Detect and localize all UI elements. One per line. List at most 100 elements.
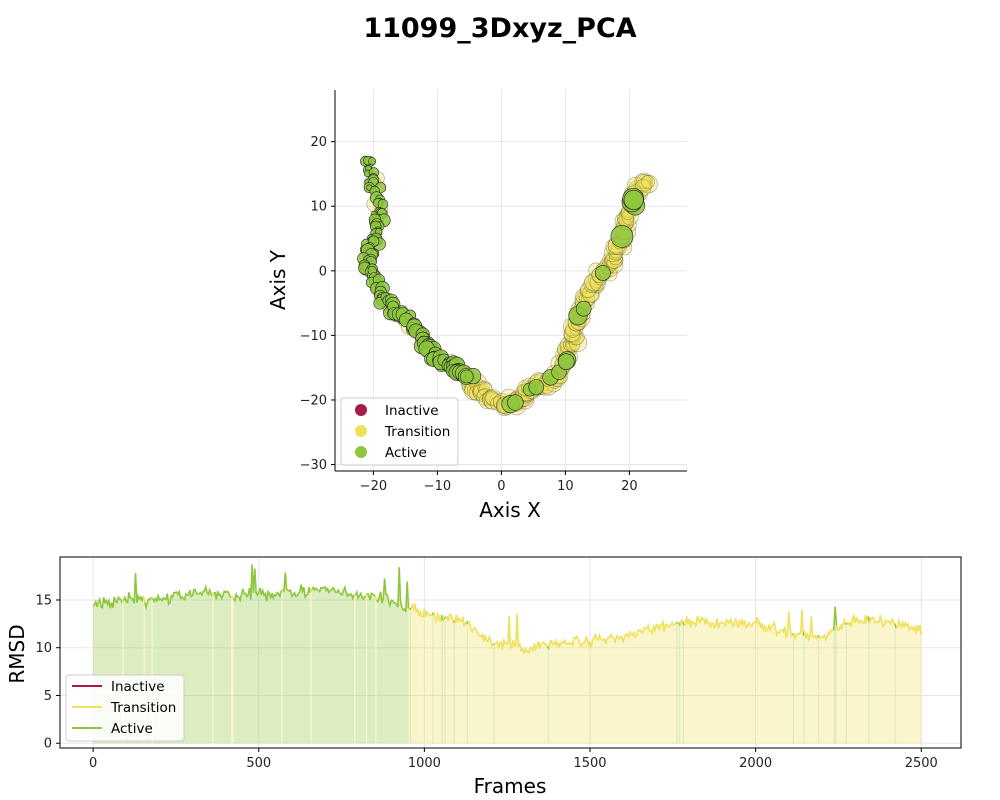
- rmsd-line-transition: [548, 619, 677, 650]
- scatter-legend-label-transition: Transition: [384, 424, 450, 440]
- rmsd-fill-active: [441, 615, 443, 744]
- rmsd-fill-active: [432, 612, 434, 744]
- rmsd-fill-transition: [819, 630, 834, 744]
- rmsd-x-tick-label: 1500: [573, 756, 606, 771]
- rmsd-fill-transition: [408, 608, 410, 744]
- rmsd-fill-active: [676, 622, 678, 744]
- rmsd-fill-transition: [366, 593, 368, 744]
- rmsd-line-transition: [407, 607, 411, 611]
- scatter-y-tick-label: −30: [300, 458, 327, 473]
- rmsd-line-active: [354, 589, 367, 601]
- scatter-point-active: [528, 379, 545, 395]
- scatter-x-tick-label: −10: [424, 479, 451, 494]
- rmsd-fill-transition: [804, 616, 818, 744]
- rmsd-fill-active: [845, 622, 847, 744]
- rmsd-y-tick-label: 0: [44, 737, 52, 752]
- rmsd-line-transition: [432, 611, 443, 624]
- rmsd-fill-transition: [433, 612, 442, 744]
- rmsd-legend-label-transition: Transition: [110, 700, 176, 716]
- rmsd-line-transition: [467, 620, 494, 648]
- scatter-point-active: [595, 264, 611, 281]
- scatter-x-tick-label: 10: [557, 479, 574, 494]
- scatter-points: [357, 155, 658, 417]
- rmsd-fill-active: [311, 586, 355, 744]
- rmsd-fill-transition: [230, 596, 234, 744]
- rmsd-fill-active: [493, 643, 495, 744]
- scatter-y-label: Axis Y: [266, 249, 290, 310]
- rmsd-frame: [59, 556, 962, 749]
- rmsd-fill-transition: [684, 611, 793, 744]
- rmsd-fill-transition: [445, 614, 454, 744]
- scatter-point-active: [575, 300, 592, 317]
- scatter-y-tick-label: 10: [310, 200, 327, 215]
- scatter-ticks: −20 −10 0 10 20 −30 −20 −10 0 10 20: [300, 135, 638, 494]
- rmsd-line-active: [894, 623, 897, 628]
- scatter-x-tick-label: 0: [497, 479, 505, 494]
- rmsd-legend: Inactive Transition Active: [65, 674, 185, 742]
- rmsd-line-transition: [793, 609, 805, 641]
- rmsd-fill-active: [282, 572, 311, 744]
- rmsd-fill-transition: [548, 621, 677, 744]
- rmsd-fill-active: [444, 616, 446, 744]
- rmsd-line-transition: [846, 613, 870, 627]
- scatter-point-active: [368, 157, 377, 166]
- rmsd-panel: 0 500 1000 1500 2000 2500 0 5 10 15 Frames RMSD I…: [5, 556, 962, 798]
- scatter-point-transition: [636, 173, 651, 189]
- rmsd-fill-transition: [411, 603, 433, 744]
- rmsd-fill-active: [213, 591, 231, 744]
- rmsd-x-label: Frames: [474, 774, 547, 798]
- rmsd-line-transition: [150, 596, 154, 600]
- rmsd-line-transition: [803, 616, 819, 642]
- scatter-x-label: Axis X: [479, 498, 541, 522]
- scatter-legend-label-active: Active: [385, 445, 427, 461]
- scatter-legend: Inactive Transition Active: [340, 397, 459, 466]
- rmsd-x-tick-label: 0: [89, 756, 97, 771]
- rmsd-fill-transition: [836, 619, 846, 744]
- rmsd-line-active: [213, 589, 232, 601]
- rmsd-fill-transition: [454, 614, 467, 744]
- rmsd-line-active: [232, 564, 283, 603]
- scatter-point-transition: [583, 274, 602, 293]
- rmsd-line-active: [92, 595, 124, 610]
- scatter-y-tick-label: 20: [310, 135, 327, 150]
- rmsd-line-transition: [677, 621, 680, 624]
- rmsd-fill-transition: [869, 616, 895, 744]
- scatter-point-active: [557, 353, 575, 371]
- scatter-legend-label-inactive: Inactive: [385, 403, 439, 419]
- rmsd-fill-active: [376, 567, 409, 744]
- rmsd-fill-transition: [468, 621, 494, 744]
- rmsd-y-label: RMSD: [5, 624, 29, 683]
- figure-title: 11099_3Dxyz_PCA: [363, 13, 636, 44]
- rmsd-fill-active: [803, 630, 805, 744]
- rmsd-line-active: [311, 584, 355, 601]
- rmsd-fill-active: [355, 592, 367, 744]
- rmsd-line-transition: [211, 592, 215, 597]
- rmsd-line-active: [833, 606, 838, 631]
- rmsd-line-active: [282, 572, 312, 600]
- rmsd-fill-transition: [310, 589, 312, 744]
- rmsd-fill-transition: [896, 620, 922, 744]
- rmsd-fill-transition: [680, 620, 683, 744]
- rmsd-line-transition: [374, 595, 378, 601]
- rmsd-fill-transition: [281, 589, 283, 744]
- rmsd-line-active: [366, 592, 376, 601]
- rmsd-fill-transition: [442, 619, 445, 744]
- rmsd-line-transition: [280, 589, 283, 592]
- rmsd-legend-label-inactive: Inactive: [111, 679, 165, 695]
- scatter-legend-box: [340, 397, 459, 466]
- rmsd-line-transition: [445, 613, 455, 622]
- scatter-point-active: [623, 189, 644, 210]
- rmsd-line-active: [122, 573, 145, 604]
- rmsd-line-active: [144, 596, 153, 611]
- rmsd-y-tick-label: 5: [44, 689, 52, 704]
- rmsd-line-transition: [835, 617, 847, 632]
- scatter-point-active: [507, 394, 524, 411]
- scatter-x-tick-label: 20: [621, 479, 638, 494]
- rmsd-fill-transition: [354, 595, 356, 744]
- rmsd-line-active: [792, 632, 795, 636]
- rmsd-x-tick-label: 500: [246, 756, 271, 771]
- rmsd-ticks: 0 500 1000 1500 2000 2500 0 5 10 15: [35, 593, 937, 771]
- rmsd-fill-active: [817, 635, 820, 744]
